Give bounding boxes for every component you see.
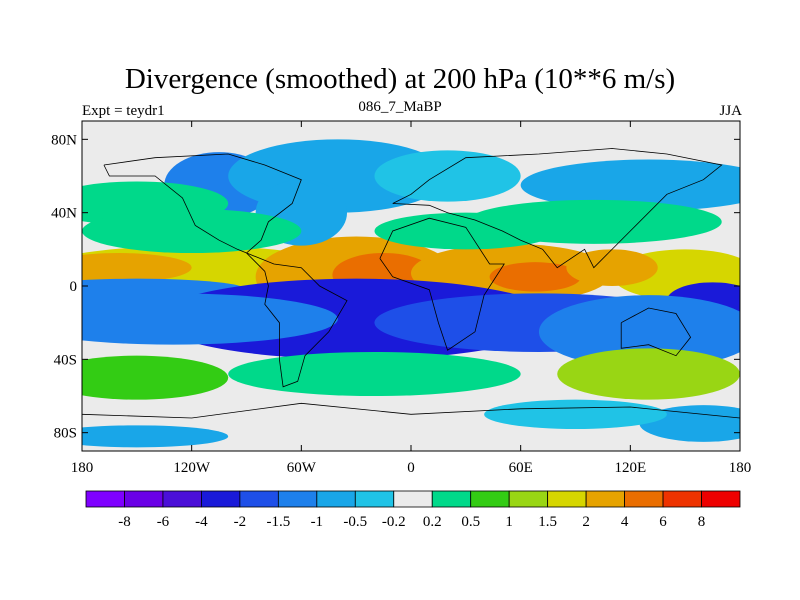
contour-region (566, 249, 658, 286)
x-tick-label: 120E (614, 460, 646, 476)
contour-region (489, 262, 581, 292)
contour-regions (82, 139, 740, 448)
colorbar-swatch (277, 490, 318, 508)
x-tick-label: 180 (729, 460, 752, 476)
colorbar-label: 4 (621, 514, 629, 530)
colorbar-swatch (547, 490, 587, 508)
colorbar-label: 1.5 (538, 514, 557, 530)
x-tick-label: 180 (71, 460, 94, 476)
y-tick-label: 80N (51, 132, 77, 148)
contour-region (520, 159, 740, 211)
x-tick-label: 0 (407, 460, 415, 476)
contour-region (465, 199, 722, 244)
colorbar-swatch (431, 490, 472, 508)
contour-region (374, 150, 521, 202)
colorbar-label: 0.5 (461, 514, 480, 530)
colorbar-swatch (354, 490, 395, 508)
colorbar-swatch (316, 490, 356, 508)
colorbar-label: -1 (311, 514, 324, 530)
colorbar-swatch (508, 490, 549, 508)
colorbar-label: -4 (195, 514, 208, 530)
contour-region (82, 253, 192, 283)
colorbar-swatch (470, 490, 510, 508)
y-tick-label: 40S (54, 352, 77, 368)
colorbar-swatch (162, 490, 202, 508)
colorbar: -8 -6 -4 -2 -1.5 -1 -0.5 -0.2 0.2 0.5 1 1.5 2 4 6 8 (85, 490, 741, 530)
period-label: 086_7_MaBP (358, 99, 442, 115)
contour-region (228, 352, 521, 396)
colorbar-label: 1 (505, 514, 513, 530)
contour-region (82, 293, 338, 345)
y-tick-label: 80S (54, 426, 77, 442)
colorbar-swatch (662, 490, 702, 508)
experiment-label: Expt = teydr1 (82, 103, 165, 119)
colorbar-swatch (85, 490, 125, 508)
y-tick-label: 0 (70, 279, 78, 295)
colorbar-label: -0.2 (382, 514, 406, 530)
contour-region (82, 209, 302, 253)
colorbar-label: -1.5 (266, 514, 290, 530)
colorbar-swatch (124, 490, 164, 508)
contour-region (82, 355, 229, 400)
colorbar-label: -0.5 (343, 514, 367, 530)
contour-region (484, 399, 667, 430)
colorbar-swatch (701, 490, 741, 508)
colorbar-label: -8 (118, 514, 131, 530)
plot-area (81, 120, 741, 452)
colorbar-label: 0.2 (423, 514, 442, 530)
colorbar-label: 8 (698, 514, 706, 530)
x-tick-label: 120W (173, 460, 211, 476)
colorbar-label: -6 (157, 514, 170, 530)
x-axis: 180 120W 60W 0 60E 120E 180 (71, 121, 752, 476)
contour-region (82, 425, 229, 448)
colorbar-label: 2 (582, 514, 590, 530)
contour-region (557, 348, 740, 400)
season-label: JJA (719, 103, 742, 119)
colorbar-label: -2 (234, 514, 247, 530)
y-tick-label: 40N (51, 206, 77, 222)
colorbar-swatch (239, 490, 279, 508)
y-axis: 80N 40N 0 40S 80S (51, 132, 740, 442)
colorbar-swatch (624, 490, 664, 508)
chart-title: Divergence (smoothed) at 200 hPa (10**6 … (124, 63, 676, 95)
x-tick-label: 60W (287, 460, 317, 476)
x-tick-label: 60E (509, 460, 533, 476)
colorbar-swatch (393, 490, 433, 508)
colorbar-label: 6 (659, 514, 667, 530)
coastline-outline (82, 148, 740, 419)
colorbar-swatch (201, 490, 241, 508)
colorbar-swatch (585, 490, 625, 508)
contour-region (538, 295, 740, 369)
